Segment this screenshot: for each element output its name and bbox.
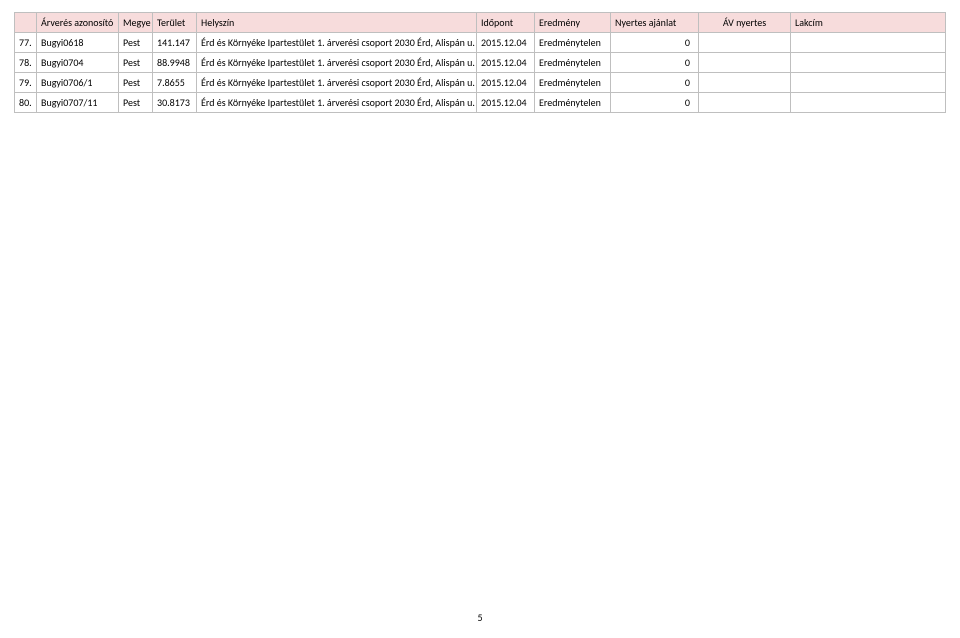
table-row: 77.Bugyi0618Pest141.147Érd és Környéke I… — [15, 33, 946, 53]
cell-terulet: 141.147 — [153, 33, 197, 53]
cell-av-nyertes — [699, 73, 791, 93]
cell-idopont: 2015.12.04 — [477, 73, 535, 93]
cell-index: 80. — [15, 93, 37, 113]
cell-megye: Pest — [119, 73, 153, 93]
cell-megye: Pest — [119, 33, 153, 53]
cell-av-nyertes — [699, 93, 791, 113]
cell-megye: Pest — [119, 93, 153, 113]
cell-lakcim — [791, 93, 946, 113]
col-header-lakcim: Lakcím — [791, 13, 946, 33]
cell-helyszin: Érd és Környéke Ipartestület 1. árverési… — [197, 73, 477, 93]
cell-nyertes: 0 — [611, 53, 699, 73]
cell-terulet: 30.8173 — [153, 93, 197, 113]
col-header-idopont: Időpont — [477, 13, 535, 33]
cell-megye: Pest — [119, 53, 153, 73]
cell-av-nyertes — [699, 33, 791, 53]
cell-terulet: 7.8655 — [153, 73, 197, 93]
cell-arveres: Bugyi0704 — [37, 53, 119, 73]
cell-eredmeny: Eredménytelen — [535, 53, 611, 73]
cell-terulet: 88.9948 — [153, 53, 197, 73]
table-row: 78.Bugyi0704Pest88.9948Érd és Környéke I… — [15, 53, 946, 73]
col-header-helyszin: Helyszín — [197, 13, 477, 33]
col-header-arveres: Árverés azonosító — [37, 13, 119, 33]
cell-nyertes: 0 — [611, 93, 699, 113]
cell-eredmeny: Eredménytelen — [535, 93, 611, 113]
cell-av-nyertes — [699, 53, 791, 73]
cell-helyszin: Érd és Környéke Ipartestület 1. árverési… — [197, 33, 477, 53]
table-row: 79.Bugyi0706/1Pest7.8655Érd és Környéke … — [15, 73, 946, 93]
col-header-av-nyertes: ÁV nyertes — [699, 13, 791, 33]
col-header-megye: Megye — [119, 13, 153, 33]
cell-lakcim — [791, 73, 946, 93]
cell-nyertes: 0 — [611, 73, 699, 93]
worksheet: Árverés azonosító Megye Terület Helyszín… — [0, 0, 960, 113]
cell-arveres: Bugyi0618 — [37, 33, 119, 53]
col-header-nyertes: Nyertes ajánlat — [611, 13, 699, 33]
cell-index: 77. — [15, 33, 37, 53]
cell-eredmeny: Eredménytelen — [535, 73, 611, 93]
cell-index: 79. — [15, 73, 37, 93]
table-header-row: Árverés azonosító Megye Terület Helyszín… — [15, 13, 946, 33]
cell-idopont: 2015.12.04 — [477, 93, 535, 113]
cell-eredmeny: Eredménytelen — [535, 33, 611, 53]
col-header-index — [15, 13, 37, 33]
cell-idopont: 2015.12.04 — [477, 33, 535, 53]
cell-index: 78. — [15, 53, 37, 73]
page-number: 5 — [0, 611, 960, 624]
data-table: Árverés azonosító Megye Terület Helyszín… — [14, 12, 946, 113]
col-header-eredmeny: Eredmény — [535, 13, 611, 33]
cell-helyszin: Érd és Környéke Ipartestület 1. árverési… — [197, 93, 477, 113]
cell-arveres: Bugyi0706/1 — [37, 73, 119, 93]
cell-lakcim — [791, 33, 946, 53]
cell-lakcim — [791, 53, 946, 73]
cell-nyertes: 0 — [611, 33, 699, 53]
cell-helyszin: Érd és Környéke Ipartestület 1. árverési… — [197, 53, 477, 73]
col-header-terulet: Terület — [153, 13, 197, 33]
cell-idopont: 2015.12.04 — [477, 53, 535, 73]
cell-arveres: Bugyi0707/11 — [37, 93, 119, 113]
table-row: 80.Bugyi0707/11Pest30.8173Érd és Környék… — [15, 93, 946, 113]
